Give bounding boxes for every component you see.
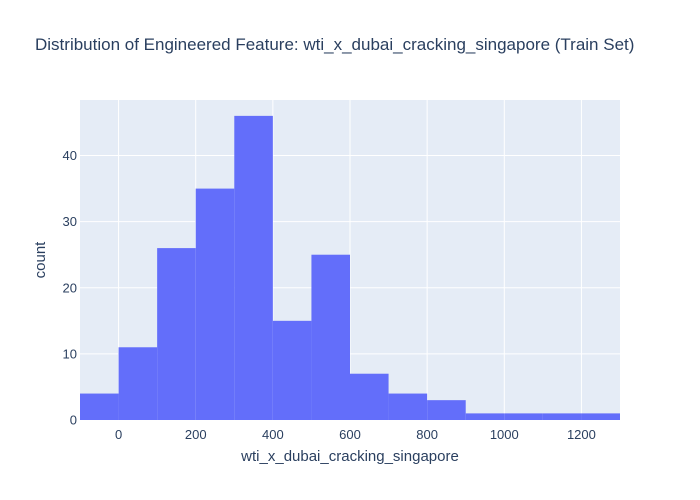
histogram-bar[interactable] — [504, 413, 543, 420]
chart-title: Distribution of Engineered Feature: wti_… — [35, 35, 634, 54]
histogram-bar[interactable] — [311, 254, 350, 420]
y-tick-label: 30 — [63, 214, 77, 229]
histogram-bar[interactable] — [234, 115, 273, 420]
histogram-bar[interactable] — [542, 413, 582, 420]
x-tick-label: 400 — [262, 427, 284, 442]
x-tick-label: 1200 — [567, 427, 596, 442]
y-tick-label: 10 — [63, 346, 77, 361]
y-axis-title: count — [32, 241, 49, 279]
x-tick-label: 200 — [185, 427, 207, 442]
histogram-bar[interactable] — [80, 393, 119, 420]
histogram-bar[interactable] — [272, 320, 312, 420]
y-axis-ticks: 0 10 20 30 40 — [63, 148, 77, 427]
x-tick-label: 1000 — [490, 427, 519, 442]
histogram-bar[interactable] — [195, 188, 235, 420]
histogram-bar[interactable] — [157, 248, 196, 420]
histogram-bar[interactable] — [581, 413, 620, 420]
x-tick-label: 600 — [339, 427, 361, 442]
x-axis-ticks: 0 200 400 600 800 1000 1200 — [115, 427, 596, 442]
histogram-bar[interactable] — [465, 413, 505, 420]
x-tick-label: 800 — [416, 427, 438, 442]
y-tick-label: 40 — [63, 148, 77, 163]
histogram-bar[interactable] — [427, 400, 466, 420]
y-tick-label: 0 — [70, 413, 77, 428]
histogram-bar[interactable] — [388, 393, 428, 420]
bars — [80, 115, 620, 420]
histogram-bar[interactable] — [118, 347, 158, 420]
y-tick-label: 20 — [63, 280, 77, 295]
histogram-bar[interactable] — [350, 373, 389, 420]
x-tick-label: 0 — [115, 427, 122, 442]
x-axis-title: wti_x_dubai_cracking_singapore — [240, 448, 459, 465]
